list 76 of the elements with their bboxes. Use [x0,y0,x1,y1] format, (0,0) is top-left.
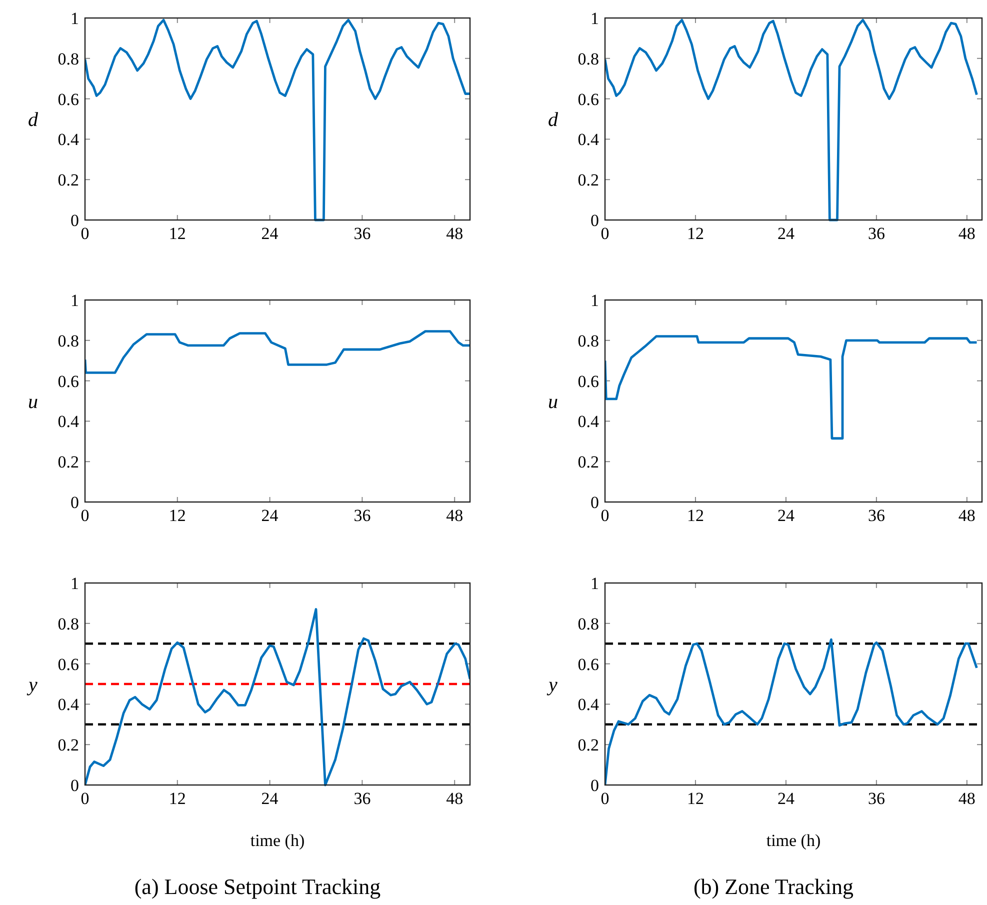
x-tick-label: 48 [446,506,464,525]
x-tick-label: 36 [868,789,885,808]
y-axis-title: d [548,109,559,131]
x-tick-label: 12 [686,224,704,243]
y-tick-label: 0.2 [578,452,599,472]
line-series [605,638,978,786]
x-tick-label: 12 [168,789,186,808]
y-tick-label: 1 [70,574,79,593]
text: (b) Zone Tracking [693,874,854,899]
y-tick-label: 0.4 [578,695,600,714]
x-tick-label: 24 [261,789,279,808]
y-axis-title: y [26,674,38,696]
x-tick-label: 24 [777,506,795,525]
y-tick-label: 0.4 [58,695,80,714]
y-tick-label: 0 [70,210,79,230]
y-tick-label: 1 [590,574,599,593]
y-tick-label: 0.2 [58,736,79,755]
x-tick-label: 48 [958,789,976,808]
x-tick-label: 36 [354,224,371,243]
x-tick-label: 12 [686,506,704,525]
x-tick-label: 48 [958,224,976,243]
y-tick-label: 1 [70,8,79,28]
y-axis-title: u [28,391,38,413]
x-axis-title: time (h) [766,831,821,850]
line-series [85,330,470,374]
y-tick-label: 0 [590,210,599,230]
y-axis-title: d [28,109,39,131]
x-tick-label: 36 [354,789,371,808]
y-tick-label: 0.4 [578,130,600,150]
y-tick-label: 0.6 [58,90,79,109]
x-tick-label: 36 [868,506,885,525]
line-series [605,335,978,440]
y-axis-title: u [548,391,558,413]
y-tick-label: 0.8 [578,331,599,350]
y-tick-label: 0.8 [578,49,599,68]
y-tick-label: 0 [590,492,599,512]
y-tick-label: 0.8 [58,49,79,68]
x-tick-label: 24 [261,224,279,243]
text: (a) Loose Setpoint Tracking [134,874,381,899]
y-tick-label: 0.6 [578,372,599,391]
y-tick-label: 0.6 [58,372,79,391]
y-axis-title: y [546,674,558,696]
line-series [605,18,978,222]
y-tick-label: 0.2 [578,736,599,755]
line-series [85,18,470,222]
x-tick-label: 48 [446,224,464,243]
x-tick-label: 24 [777,789,795,808]
y-tick-label: 0 [590,776,599,795]
x-tick-label: 12 [686,789,704,808]
y-tick-label: 0.2 [58,170,79,190]
y-tick-label: 1 [70,290,79,310]
x-axis-title: time (h) [250,831,305,850]
y-tick-label: 0.8 [58,331,79,350]
y-tick-label: 0.2 [58,452,79,472]
line-series [85,608,470,786]
y-tick-label: 1 [590,8,599,28]
y-tick-label: 0.4 [58,412,80,432]
x-tick-label: 48 [958,506,976,525]
y-tick-label: 0 [70,776,79,795]
y-tick-label: 0 [70,492,79,512]
x-tick-label: 24 [261,506,279,525]
x-tick-label: 12 [168,506,186,525]
y-tick-label: 0.8 [58,614,79,634]
y-tick-label: 0.6 [58,654,79,674]
x-tick-label: 36 [354,506,371,525]
y-tick-label: 0.4 [58,130,80,150]
y-tick-label: 1 [590,290,599,310]
y-tick-label: 0.2 [578,170,599,190]
y-tick-label: 0.6 [578,90,599,109]
x-tick-label: 48 [446,789,464,808]
y-tick-label: 0.4 [578,412,600,432]
x-tick-label: 36 [868,224,885,243]
x-tick-label: 12 [168,224,186,243]
y-tick-label: 0.6 [578,654,599,674]
y-tick-label: 0.8 [578,614,599,634]
x-tick-label: 24 [777,224,795,243]
